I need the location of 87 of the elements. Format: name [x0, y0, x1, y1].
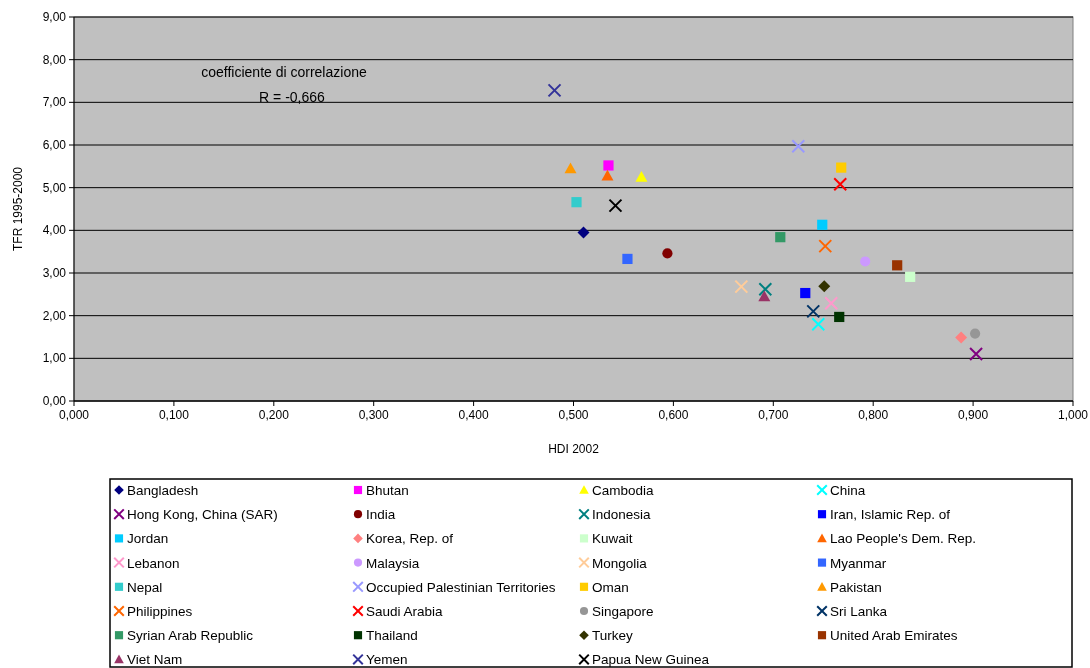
legend-label: Viet Nam	[127, 652, 183, 668]
point	[571, 197, 582, 208]
y-tick-label: 1,00	[42, 351, 67, 366]
point	[547, 83, 562, 98]
y-tick-label: 5,00	[42, 180, 67, 195]
x-tick-label: 0,700	[758, 408, 789, 422]
point	[564, 162, 577, 174]
legend-label: Yemen	[366, 652, 408, 668]
legend-label: Sri Lanka	[830, 604, 888, 619]
point	[608, 198, 623, 213]
x-tick-label: 0,600	[658, 408, 689, 422]
legend-label: Philippines	[127, 604, 193, 619]
legend-label: Kuwait	[592, 531, 633, 547]
legend-label: Jordan	[127, 531, 169, 547]
x-tick-label: 0,800	[858, 408, 889, 422]
y-tick-label: 8,00	[42, 52, 67, 67]
legend-label: Iran, Islamic Rep. of	[830, 507, 951, 523]
point	[970, 328, 981, 339]
legend-label: Singapore	[592, 604, 654, 619]
point	[817, 219, 828, 230]
point	[860, 256, 871, 267]
point	[791, 139, 806, 154]
point	[662, 248, 673, 259]
x-tick-label: 0,400	[458, 408, 489, 422]
y-axis-title: TFR 1995-2000	[11, 166, 25, 252]
point	[818, 280, 831, 293]
x-tick-label: 0,900	[958, 408, 989, 422]
legend-label: Korea, Rep. of	[366, 531, 454, 547]
legend-label: Bhutan	[366, 483, 409, 498]
legend-label: Papua New Guinea	[592, 652, 710, 668]
x-axis-title: HDI 2002	[548, 442, 600, 456]
y-tick-label: 6,00	[42, 138, 67, 152]
point	[734, 279, 749, 294]
point	[577, 226, 590, 239]
point	[775, 232, 786, 243]
legend-label: Indonesia	[592, 507, 652, 523]
y-tick-label: 7,00	[42, 95, 67, 110]
point	[622, 253, 633, 265]
y-tick-label: 2,00	[42, 308, 67, 323]
point	[818, 239, 833, 254]
point	[601, 169, 614, 181]
y-tick-label: 3,00	[42, 266, 67, 280]
y-tick-label: 4,00	[42, 223, 67, 238]
point	[758, 282, 773, 297]
annotation: R = -0,666	[259, 89, 326, 105]
point	[969, 347, 984, 362]
legend-label: Myanmar	[830, 555, 887, 571]
legend-label: Lao People's Dem. Rep.	[830, 531, 976, 547]
legend-label: Syrian Arab Republic	[127, 628, 254, 644]
point	[892, 260, 903, 271]
point	[833, 177, 848, 192]
legend-label: Turkey	[592, 628, 634, 644]
x-tick-label: 0,100	[158, 408, 190, 422]
legend-label: India	[366, 507, 396, 523]
legend-label: Cambodia	[592, 483, 655, 498]
x-tick-label: 0,300	[358, 408, 390, 422]
legend-label: United Arab Emirates	[830, 628, 958, 644]
point	[800, 287, 811, 299]
legend-label: Bangladesh	[127, 483, 199, 498]
annotation: coefficiente di correlazione	[201, 64, 367, 80]
x-tick-label: 0,000	[58, 408, 90, 422]
legend-label: China	[830, 483, 866, 498]
legend-label: Hong Kong, China (SAR)	[127, 507, 278, 523]
point	[905, 271, 916, 282]
point	[824, 296, 839, 311]
legend-label: Nepal	[127, 579, 163, 595]
legend-label: Malaysia	[366, 555, 420, 571]
legend-label: Lebanon	[127, 555, 180, 571]
legend-label: Thailand	[366, 628, 418, 644]
legend-label: Occupied Palestinian Territories	[366, 579, 556, 595]
point	[836, 162, 847, 173]
y-tick-label: 9,00	[42, 10, 67, 24]
legend-label: Mongolia	[592, 555, 648, 571]
point	[603, 160, 614, 171]
x-tick-label: 1,000	[1057, 408, 1089, 422]
point	[834, 311, 845, 323]
point	[955, 331, 968, 344]
point	[635, 171, 648, 182]
point	[806, 304, 821, 319]
y-tick-label: 0,00	[42, 394, 67, 408]
legend-label: Oman	[592, 579, 629, 595]
point	[811, 317, 826, 332]
x-tick-label: 0,500	[558, 408, 589, 422]
point	[758, 290, 771, 302]
legend-label: Saudi Arabia	[366, 604, 444, 619]
x-tick-label: 0,200	[258, 408, 290, 422]
legend-label: Pakistan	[830, 579, 882, 595]
